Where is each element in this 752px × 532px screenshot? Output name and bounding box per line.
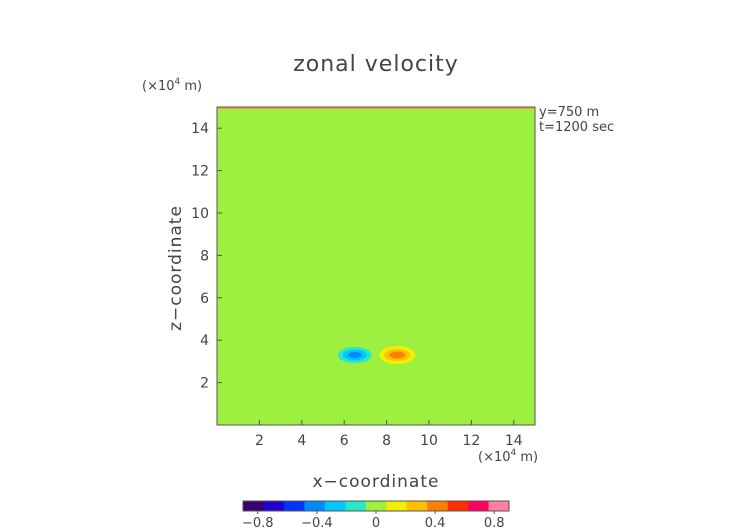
x-tick-label-10: 10 bbox=[420, 433, 438, 449]
colorbar-segment-7 bbox=[365, 501, 387, 511]
y-tick-label-8: 8 bbox=[200, 248, 209, 264]
colorbar-segment-5 bbox=[324, 501, 346, 511]
field-mushroom-feature bbox=[333, 266, 419, 342]
y-tick-label-6: 6 bbox=[200, 291, 209, 307]
x-axis: 2 4 6 8 10 12 14 bbox=[255, 420, 523, 449]
annotation-time: t=1200 sec bbox=[539, 120, 614, 135]
y-axis: 2 4 6 8 10 12 14 bbox=[191, 121, 222, 392]
colorbar-segment-4 bbox=[304, 501, 326, 511]
colorbar-segment-10 bbox=[427, 501, 448, 511]
y-tick-label-2: 2 bbox=[200, 376, 209, 392]
x-tick-label-14: 14 bbox=[505, 433, 523, 449]
y-tick-label-14: 14 bbox=[191, 121, 209, 137]
x-tick-label-8: 8 bbox=[382, 433, 391, 449]
colorbar-segment-3 bbox=[283, 501, 305, 511]
x-axis-title: x−coordinate bbox=[313, 472, 440, 492]
colorbar-tick-label-1: −0.8 bbox=[242, 516, 274, 531]
colorbar: −0.8 −0.4 0 0.4 0.8 bbox=[242, 500, 510, 531]
colorbar-segment-11 bbox=[447, 501, 469, 511]
chart-title: zonal velocity bbox=[293, 52, 459, 77]
y-tick-label-10: 10 bbox=[191, 206, 209, 222]
colorbar-tick-label-4: 0.4 bbox=[425, 516, 446, 531]
heatmap-field bbox=[216, 106, 536, 426]
x-tick-label-12: 12 bbox=[462, 433, 480, 449]
vpos-level-3 bbox=[389, 351, 406, 359]
colorbar-segment-13 bbox=[488, 501, 510, 511]
x-tick-label-6: 6 bbox=[340, 433, 349, 449]
y-tick-label-4: 4 bbox=[200, 333, 209, 349]
colorbar-segment-8 bbox=[386, 501, 407, 511]
x-tick-label-2: 2 bbox=[255, 433, 264, 449]
colorbar-segment-12 bbox=[468, 501, 489, 511]
field-lens-feature bbox=[331, 180, 421, 212]
colorbar-segment-1 bbox=[243, 501, 264, 511]
vneg-level-3 bbox=[347, 352, 362, 359]
field-top-strip bbox=[217, 107, 535, 109]
y-tick-label-12: 12 bbox=[191, 164, 209, 180]
vortex-positive bbox=[379, 346, 416, 365]
field-lower-band bbox=[217, 352, 535, 425]
x-unit-label: (×104 m) bbox=[478, 448, 538, 465]
colorbar-tick-label-3: 0 bbox=[372, 516, 380, 531]
plot-frame bbox=[216, 106, 536, 426]
y-unit-label: (×104 m) bbox=[142, 77, 202, 94]
colorbar-tick-label-5: 0.8 bbox=[484, 516, 505, 531]
colorbar-segment-6 bbox=[345, 501, 367, 511]
colorbar-segment-9 bbox=[406, 501, 428, 511]
vortex-negative bbox=[337, 347, 372, 364]
annotation-y: y=750 m bbox=[539, 105, 599, 120]
colorbar-tick-label-2: −0.4 bbox=[301, 516, 333, 531]
colorbar-segment-2 bbox=[263, 501, 285, 511]
y-axis-title: z−coordinate bbox=[166, 205, 186, 331]
x-tick-label-4: 4 bbox=[297, 433, 306, 449]
field-upper-band bbox=[217, 135, 535, 167]
